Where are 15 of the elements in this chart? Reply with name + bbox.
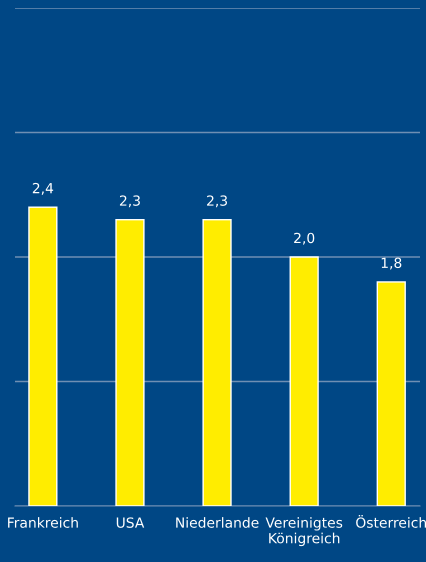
data-label: 2,4 bbox=[32, 182, 54, 195]
data-label: 2,0 bbox=[294, 232, 314, 245]
data-label: 2,3 bbox=[120, 195, 140, 208]
x-tick-label: Österreich bbox=[356, 515, 426, 528]
x-tick-label: USA bbox=[116, 517, 144, 528]
x-tick-label: Frankreich bbox=[8, 517, 78, 528]
bar bbox=[115, 218, 145, 506]
data-label: 2,3 bbox=[207, 195, 227, 208]
bar bbox=[376, 281, 406, 506]
x-tick-label: Niederlande bbox=[176, 517, 259, 528]
bar bbox=[28, 206, 58, 506]
bar bbox=[202, 218, 232, 506]
data-label: 1,8 bbox=[382, 258, 402, 270]
x-tick-label: Vereinigtes Königreich bbox=[266, 517, 342, 546]
bar bbox=[290, 256, 319, 506]
